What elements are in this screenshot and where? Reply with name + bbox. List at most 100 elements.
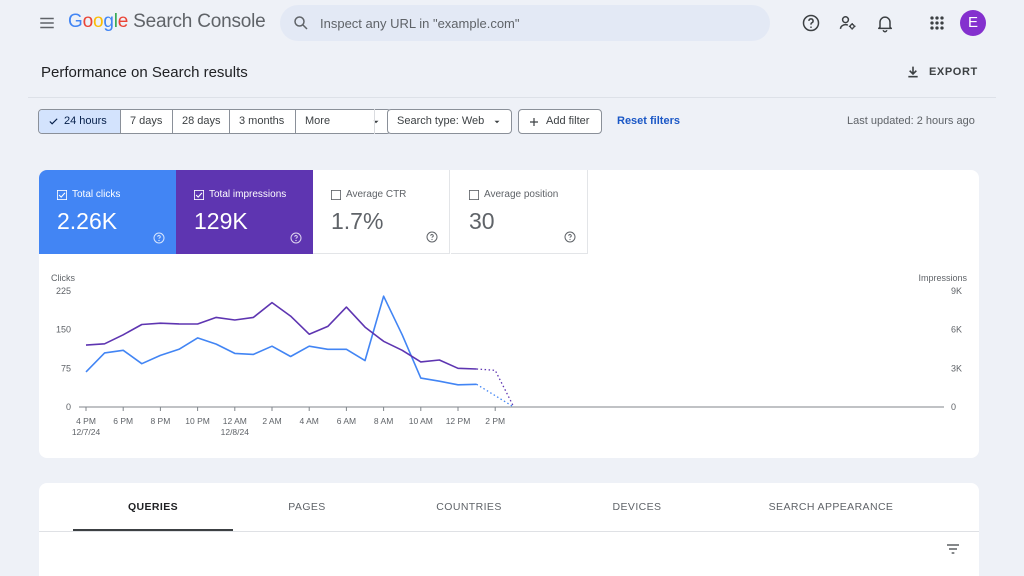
apps-grid-icon[interactable] (927, 13, 947, 33)
left-tick-label: 150 (56, 325, 71, 335)
right-tick-label: 9K (951, 286, 962, 296)
right-tick-label: 6K (951, 325, 962, 335)
range-label: 24 hours (64, 115, 107, 127)
metric-label-text: Average CTR (346, 189, 407, 200)
left-tick-label: 75 (61, 363, 71, 373)
left-axis-title: Clicks (51, 273, 75, 283)
metric-total-impressions[interactable]: Total impressions 129K (176, 170, 313, 254)
range-3-months[interactable]: 3 months (230, 110, 296, 133)
help-icon[interactable] (290, 232, 302, 244)
logo-letter: o (92, 11, 104, 32)
x-tick-label: 2 PM (485, 416, 505, 426)
search-icon (294, 16, 308, 30)
tabs-divider (39, 531, 979, 532)
x-tick-label: 10 PM (185, 416, 210, 426)
x-tick-label: 8 PM (150, 416, 170, 426)
series-impressions-projection (476, 368, 515, 408)
metric-label: Total impressions (194, 189, 286, 200)
metric-average-position[interactable]: Average position 30 (451, 170, 588, 254)
range-24-hours[interactable]: 24 hours (39, 110, 121, 133)
range-label: 3 months (239, 115, 285, 127)
tab-queries[interactable]: QUERIES (73, 483, 233, 531)
series-clicks-projection (476, 383, 515, 408)
manage-accounts-icon[interactable] (838, 13, 858, 33)
x-tick-label: 4 AM (300, 416, 319, 426)
metric-label: Average position (469, 189, 558, 200)
performance-chart-card: Total clicks 2.26K Total impressions 129… (39, 170, 979, 458)
series-impressions-line (85, 301, 477, 370)
metric-value: 2.26K (57, 208, 118, 234)
filter-divider (374, 109, 375, 134)
x-tick-label: 4 PM (76, 416, 96, 426)
right-tick-label: 0 (951, 402, 956, 412)
tab-devices[interactable]: DEVICES (612, 501, 662, 513)
x-tick-label: 12 PM (446, 416, 471, 426)
metric-label: Average CTR (331, 189, 406, 200)
add-filter-button[interactable]: Add filter (518, 109, 602, 134)
caret-down-icon (373, 120, 379, 123)
range-label: 28 days (182, 115, 221, 127)
x-tick-label: 12 AM (223, 416, 247, 426)
metric-average-ctr[interactable]: Average CTR 1.7% (313, 170, 450, 254)
left-tick-label: 225 (56, 286, 71, 296)
help-icon[interactable] (426, 231, 438, 243)
download-icon (908, 66, 918, 78)
product-name: Search Console (133, 11, 266, 32)
range-7-days[interactable]: 7 days (121, 110, 173, 133)
plus-icon (530, 117, 538, 126)
page-title: Performance on Search results (41, 64, 248, 81)
header-divider (28, 97, 996, 98)
x-tick-label: 6 PM (113, 416, 133, 426)
export-label: EXPORT (929, 66, 978, 78)
tab-pages[interactable]: PAGES (288, 501, 326, 513)
checkbox-checked-icon (57, 189, 67, 200)
range-more-dropdown[interactable]: More (296, 110, 390, 133)
x-tick-label: 6 AM (337, 416, 356, 426)
report-tabs-card: QUERIES PAGES COUNTRIES DEVICES SEARCH A… (39, 483, 979, 576)
caret-down-icon (494, 120, 500, 123)
logo-letter: e (117, 11, 129, 32)
logo-letter: G (68, 11, 83, 32)
logo-letter: l (113, 11, 118, 32)
metric-label-text: Average position (484, 189, 559, 200)
filter-list-icon[interactable] (945, 541, 961, 557)
url-inspection-search[interactable] (280, 5, 770, 41)
export-button[interactable]: EXPORT (905, 62, 978, 82)
x-tick-label: 2 AM (262, 416, 281, 426)
x-tick-label: 8 AM (374, 416, 393, 426)
x-tick-sublabel: 12/7/24 (72, 427, 101, 437)
help-icon[interactable] (801, 13, 821, 33)
reset-filters-link[interactable]: Reset filters (617, 115, 680, 127)
logo-letter: g (103, 11, 114, 32)
range-28-days[interactable]: 28 days (173, 110, 230, 133)
search-type-dropdown[interactable]: Search type: Web (387, 109, 512, 134)
add-filter-label: Add filter (546, 115, 590, 127)
metric-label: Total clicks (57, 189, 120, 200)
checkbox-unchecked-icon (331, 189, 341, 200)
google-search-console-logo[interactable]: Google Search Console (68, 11, 266, 33)
date-range-selector: 24 hours 7 days 28 days 3 months More (38, 109, 391, 134)
metric-label-text: Total impressions (209, 189, 287, 200)
x-tick-label: 10 AM (409, 416, 433, 426)
right-axis-title: Impressions (918, 273, 967, 283)
metric-total-clicks[interactable]: Total clicks 2.26K (39, 170, 176, 254)
logo-letter: o (82, 11, 94, 32)
help-icon[interactable] (564, 231, 576, 243)
help-icon[interactable] (153, 232, 165, 244)
menu-icon[interactable] (38, 14, 56, 32)
range-label: 7 days (130, 115, 163, 127)
check-icon (49, 118, 58, 125)
metric-value: 129K (194, 208, 248, 234)
tab-search-appearance[interactable]: SEARCH APPEARANCE (768, 501, 894, 513)
tab-countries[interactable]: COUNTRIES (436, 501, 502, 513)
more-label: More (305, 115, 331, 127)
checkbox-unchecked-icon (469, 189, 479, 200)
avatar[interactable]: E (960, 10, 986, 36)
checkbox-checked-icon (194, 189, 204, 200)
x-tick-sublabel: 12/8/24 (221, 427, 250, 437)
bell-icon[interactable] (875, 13, 895, 33)
search-input[interactable] (320, 5, 760, 41)
metric-value: 1.7% (331, 208, 384, 234)
